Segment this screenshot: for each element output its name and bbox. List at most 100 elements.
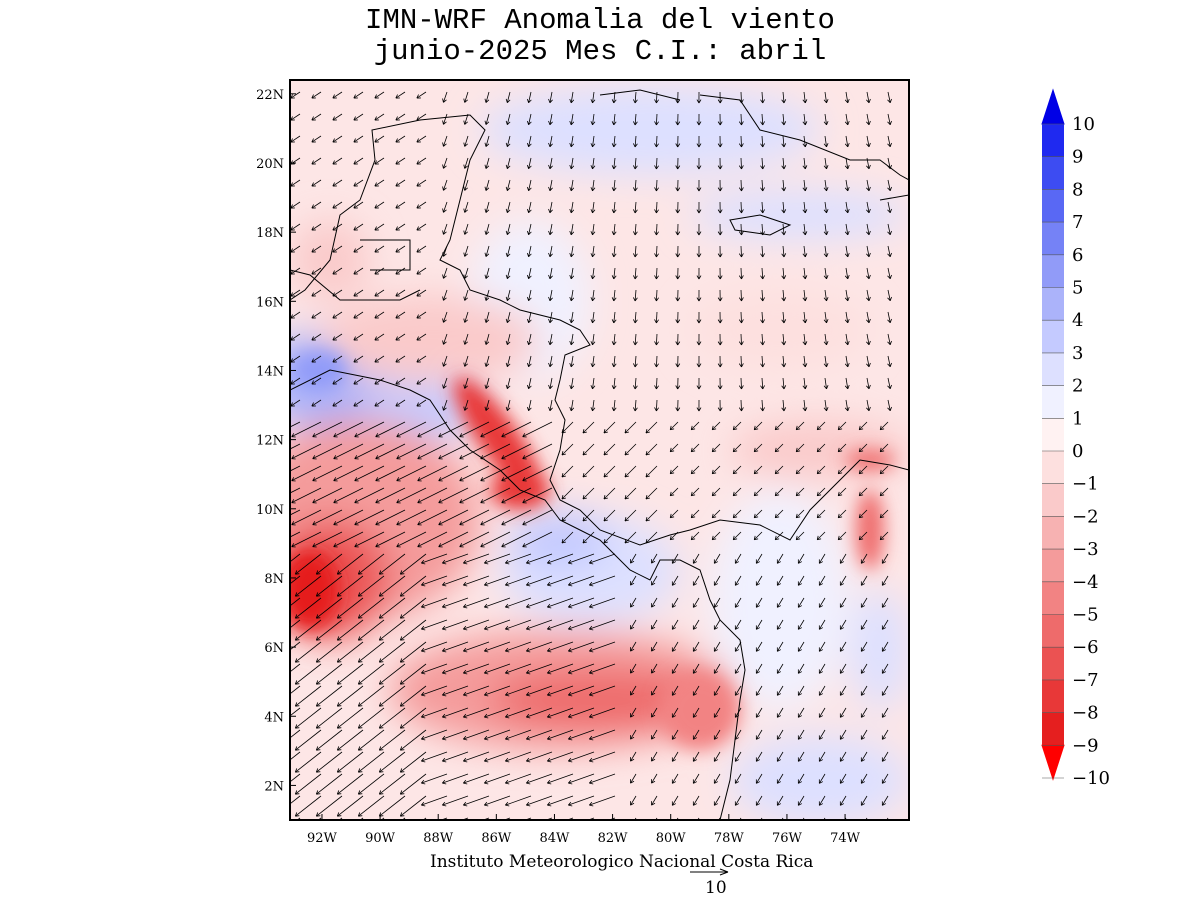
wind-vector: [776, 663, 784, 674]
wind-vector: [375, 531, 406, 548]
wind-vector: [353, 311, 364, 319]
wind-vector: [526, 641, 553, 653]
wind-vector: [781, 91, 787, 104]
wind-vector: [290, 421, 301, 428]
wind-vector: [738, 179, 744, 192]
wind-vector: [675, 289, 681, 302]
wind-vector: [866, 223, 871, 236]
wind-vector: [755, 729, 763, 740]
wind-vector: [734, 685, 742, 696]
wind-vector: [290, 333, 301, 341]
wind-vector: [776, 619, 784, 630]
wind-vector: [526, 267, 532, 280]
wind-vector: [484, 113, 490, 125]
wind-vector: [823, 289, 829, 302]
wind-vector: [315, 751, 343, 773]
wind-vector: [844, 91, 850, 104]
wind-vector: [416, 333, 427, 341]
wind-vector: [860, 663, 868, 674]
wind-vector: [590, 135, 596, 148]
wind-vector: [816, 509, 826, 519]
wind-vector: [881, 663, 889, 674]
wind-vector: [290, 487, 301, 494]
wind-vector: [561, 487, 574, 500]
wind-vector: [315, 575, 343, 597]
wind-vector: [589, 795, 616, 807]
wind-vector: [630, 663, 637, 674]
wind-vector: [611, 333, 617, 346]
wind-vector: [590, 245, 596, 258]
wind-vector: [589, 619, 616, 631]
x-tick-label: 92W: [307, 831, 338, 846]
wind-vector: [823, 245, 829, 258]
wind-vector: [395, 157, 406, 165]
wind-vector: [711, 509, 721, 519]
wind-vector: [421, 663, 448, 675]
wind-vector: [311, 157, 322, 165]
wind-vector: [548, 245, 553, 258]
wind-vector: [290, 641, 301, 651]
wind-vector: [312, 509, 343, 526]
wind-vector: [844, 267, 850, 280]
wind-vector: [312, 487, 343, 504]
wind-vector: [632, 311, 638, 324]
wind-vector: [590, 201, 596, 214]
wind-vector: [738, 311, 744, 324]
wind-vector: [858, 509, 868, 519]
wind-vector: [818, 575, 826, 586]
wind-vector: [353, 333, 364, 341]
wind-vector: [484, 333, 490, 345]
wind-vector: [590, 223, 596, 236]
wind-vector: [713, 795, 721, 806]
wind-vector: [290, 91, 301, 99]
wind-vector: [645, 487, 658, 500]
wind-vector: [395, 201, 406, 209]
wind-vector: [645, 509, 658, 522]
wind-vector: [569, 135, 575, 148]
wind-vector: [881, 597, 889, 608]
wind-vector: [395, 289, 406, 297]
wind-vector: [290, 223, 301, 231]
wind-vector: [291, 465, 322, 482]
wind-vector: [417, 487, 448, 504]
wind-vector: [548, 355, 553, 368]
wind-vector: [357, 795, 385, 817]
wind-vector: [332, 267, 343, 275]
wind-vector: [442, 113, 448, 125]
wind-vector: [823, 223, 829, 236]
wind-vector: [290, 707, 301, 717]
wind-vector: [654, 157, 659, 170]
wind-vector: [526, 223, 532, 236]
y-tick-label: 2N: [264, 779, 284, 794]
wind-vector: [671, 575, 679, 586]
wind-vector: [484, 597, 511, 609]
wind-vector: [755, 663, 763, 674]
wind-vector: [353, 289, 364, 297]
wind-vector: [887, 333, 892, 346]
wind-vector: [547, 575, 574, 587]
wind-vector: [311, 223, 322, 231]
wind-vector: [816, 465, 826, 475]
wind-vector: [399, 773, 427, 795]
x-tick-label: 74W: [830, 831, 861, 846]
wind-vector: [823, 91, 829, 104]
wind-vector: [630, 685, 637, 696]
wind-vector: [296, 817, 301, 820]
wind-vector: [776, 641, 784, 652]
x-axis: 92W 90W 88W 86W 84W 82W 80W 78W 76W 74W: [307, 814, 861, 846]
wind-vector: [696, 157, 702, 170]
wind-vector: [590, 311, 596, 324]
wind-vector: [844, 289, 850, 302]
wind-vector: [651, 619, 658, 630]
wind-vector: [315, 663, 343, 685]
wind-vector: [526, 575, 553, 587]
wind-vector: [395, 223, 406, 231]
wind-vector: [526, 685, 553, 697]
wind-vector: [823, 333, 829, 346]
wind-vector: [611, 289, 617, 302]
wind-vector: [734, 619, 742, 630]
wind-vector: [713, 597, 721, 608]
wind-vector: [818, 663, 826, 674]
colorbar-swatch: [1042, 614, 1064, 648]
